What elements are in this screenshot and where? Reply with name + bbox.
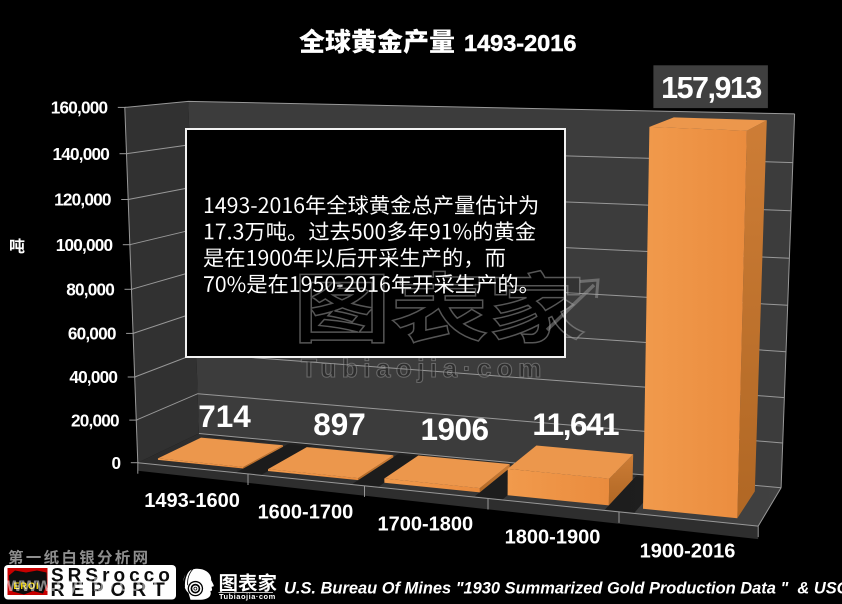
svg-text:1493-1600: 1493-1600 [144,490,240,512]
svg-text:40,000: 40,000 [69,367,117,387]
svg-text:Tubiaojia·com: Tubiaojia·com [219,592,276,601]
svg-text:140,000: 140,000 [52,144,109,164]
svg-text:EROI: EROI [14,581,40,591]
svg-text:80,000: 80,000 [66,280,114,300]
svg-text:REPORT: REPORT [51,579,172,601]
svg-text:1900-2016: 1900-2016 [640,541,736,563]
svg-text:1700-1800: 1700-1800 [377,514,473,536]
svg-text:897: 897 [313,406,366,442]
svg-text:U.S. Bureau Of Mines "1930 Sum: U.S. Bureau Of Mines "1930 Summarized Go… [284,580,842,598]
svg-text:60,000: 60,000 [68,324,116,344]
svg-text:SRSrocco: SRSrocco [51,566,174,587]
svg-text:0: 0 [112,453,121,473]
svg-text:157,913: 157,913 [661,71,761,105]
svg-text:20,000: 20,000 [71,410,119,430]
svg-text:120,000: 120,000 [54,190,111,210]
svg-text:1493-2016: 1493-2016 [464,30,576,56]
svg-text:714: 714 [198,398,251,434]
svg-text:1800-1900: 1800-1900 [505,527,601,549]
svg-text:1906: 1906 [420,411,488,447]
svg-text:11,641: 11,641 [532,406,619,442]
svg-text:1600-1700: 1600-1700 [258,502,354,524]
svg-text:www.dyizby.com: www.dyizby.com [6,575,158,596]
svg-text:160,000: 160,000 [51,98,108,118]
svg-text:100,000: 100,000 [56,235,113,255]
